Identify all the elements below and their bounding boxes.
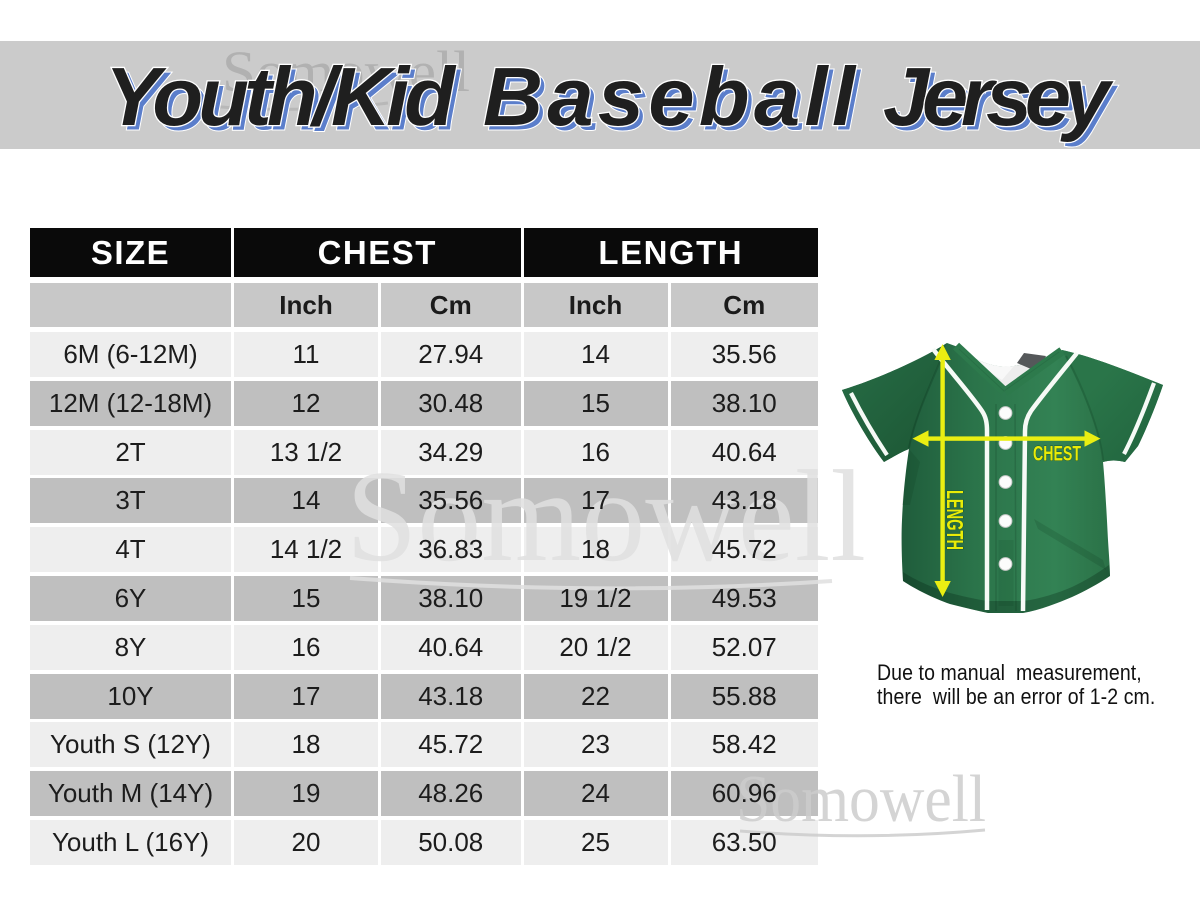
svg-text:Somowell: Somowell [346,444,866,589]
svg-text:CHEST: CHEST [1033,443,1081,466]
svg-text:Somowell: Somowell [736,762,986,836]
svg-text:Somowell: Somowell [222,39,470,104]
svg-text:LENGTH: LENGTH [942,490,968,550]
